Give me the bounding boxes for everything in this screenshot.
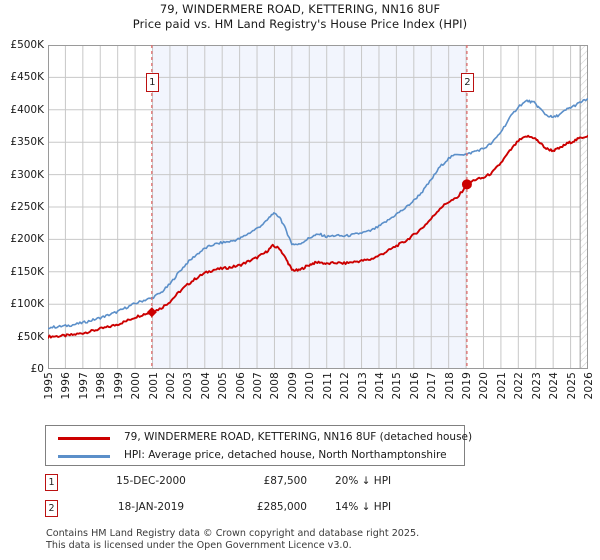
footer-line-1: Contains HM Land Registry data © Crown c… — [46, 528, 420, 539]
x-tick-label: 2025 — [565, 372, 578, 400]
x-tick-label: 1995 — [43, 372, 55, 400]
y-tick-label: £250K — [10, 201, 44, 213]
x-tick-label: 2014 — [373, 372, 386, 400]
x-tick-label: 2002 — [164, 372, 177, 400]
x-tick-label: 2021 — [495, 372, 508, 400]
x-tick-label: 2004 — [199, 372, 212, 400]
sale-price-1: £87,500 — [263, 475, 307, 487]
x-tick-label: 2023 — [530, 372, 543, 400]
x-axis-labels: 1995 1996 1997 1998 1999 2000 2001 2002 2003 2004… — [43, 372, 595, 414]
sale-hpi-delta-2: 14% ↓ HPI — [335, 501, 392, 513]
chart-legend: 79, WINDERMERE ROAD, KETTERING, NN16 8UF… — [45, 425, 472, 466]
sale-index-2: 2 — [45, 500, 58, 517]
x-tick-label: 2019 — [461, 372, 474, 400]
sales-table: 1 15-DEC-2000 £87,500 20% ↓ HPI 2 18-JAN… — [45, 472, 475, 524]
y-tick-label: £500K — [10, 39, 44, 51]
x-tick-label: 2026 — [583, 372, 595, 400]
x-tick-label: 2012 — [339, 372, 352, 400]
sale-date-2: 18-JAN-2019 — [117, 501, 185, 513]
x-tick-label: 2020 — [478, 372, 491, 400]
table-row[interactable]: 1 15-DEC-2000 £87,500 20% ↓ HPI — [45, 472, 475, 498]
y-tick-label: £100K — [10, 298, 44, 311]
chart-marker-1-box[interactable]: 1 — [145, 73, 159, 92]
footer-attribution: Contains HM Land Registry data © Crown c… — [46, 528, 586, 551]
x-tick-label: 2013 — [356, 372, 369, 400]
y-tick-label: £50K — [17, 330, 44, 343]
y-tick-label: £400K — [10, 103, 44, 116]
x-tick-label: 2010 — [304, 372, 317, 400]
legend-swatch-hpi — [58, 455, 110, 458]
price-history-chart: 1 2 — [48, 45, 588, 369]
x-tick-label: 1998 — [95, 372, 108, 400]
x-tick-label: 1996 — [60, 372, 73, 400]
sale-date-1: 15-DEC-2000 — [116, 475, 186, 487]
y-tick-label: £150K — [10, 265, 44, 278]
x-tick-label: 2017 — [426, 372, 439, 400]
footer-line-2: This data is licensed under the Open Gov… — [46, 539, 352, 551]
x-tick-label: 2001 — [147, 372, 160, 400]
chart-svg — [48, 45, 588, 369]
x-tick-label: 2024 — [548, 372, 561, 400]
chart-marker-2-box[interactable]: 2 — [460, 73, 474, 92]
x-tick-label: 2016 — [408, 372, 421, 400]
sale-hpi-delta-1: 20% ↓ HPI — [335, 475, 392, 487]
table-row[interactable]: 2 18-JAN-2019 £285,000 14% ↓ HPI — [45, 498, 475, 524]
page-subtitle: Price paid vs. HM Land Registry's House … — [132, 17, 468, 31]
legend-swatch-price-paid — [58, 437, 110, 440]
legend-item-hpi: HPI: Average price, detached house, Nort… — [46, 446, 464, 466]
y-tick-label: £200K — [10, 233, 44, 246]
x-tick-label: 2015 — [391, 372, 404, 400]
x-tick-label: 2000 — [130, 372, 143, 400]
x-tick-label: 2006 — [234, 372, 247, 400]
x-tick-label: 1997 — [77, 372, 90, 400]
y-axis-labels: £0 £50K £100K £150K £200K £250K £300K £350K £400… — [0, 39, 44, 375]
sale-index-1: 1 — [45, 474, 58, 491]
chart-title-block: 79, WINDERMERE ROAD, KETTERING, NN16 8UF… — [0, 2, 600, 32]
x-tick-label: 2022 — [513, 372, 526, 400]
sale-price-2: £285,000 — [256, 501, 307, 513]
x-tick-label: 2005 — [217, 372, 230, 400]
legend-item-price-paid: 79, WINDERMERE ROAD, KETTERING, NN16 8UF… — [46, 428, 472, 448]
y-tick-label: £350K — [10, 136, 44, 149]
legend-label-hpi: HPI: Average price, detached house, Nort… — [124, 449, 447, 461]
y-tick-label: £0 — [30, 363, 44, 375]
legend-label-price-paid: 79, WINDERMERE ROAD, KETTERING, NN16 8UF… — [124, 431, 473, 443]
y-tick-label: £300K — [10, 168, 44, 181]
x-tick-label: 1999 — [112, 372, 125, 400]
page-title: 79, WINDERMERE ROAD, KETTERING, NN16 8UF — [159, 2, 441, 16]
x-tick-label: 2007 — [252, 372, 265, 400]
x-tick-label: 2003 — [182, 372, 195, 400]
x-tick-label: 2009 — [286, 372, 299, 400]
x-tick-label: 2008 — [269, 372, 282, 400]
x-tick-label: 2011 — [321, 372, 334, 400]
y-tick-label: £450K — [10, 71, 44, 84]
x-tick-label: 2018 — [443, 372, 456, 400]
